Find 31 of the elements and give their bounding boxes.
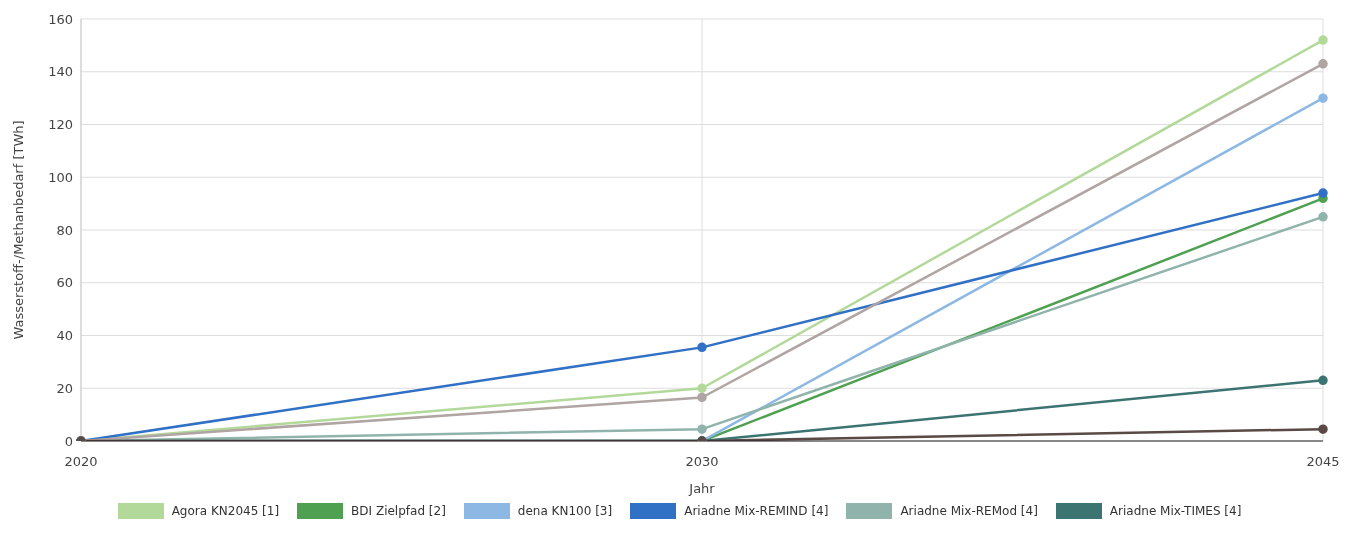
y-tick-label: 60 [56, 275, 73, 291]
y-tick-label: 100 [48, 169, 73, 185]
point [697, 424, 707, 434]
x-tick-label: 2045 [1306, 454, 1340, 470]
y-tick-label: 40 [56, 328, 73, 344]
legend-label: Agora KN2045 [1] [171, 504, 280, 518]
legend-label: dena KN100 [3] [517, 504, 613, 518]
point [1318, 375, 1328, 386]
legend-label: Ariadne Mix-TIMES [4] [1109, 504, 1242, 518]
point [697, 342, 707, 353]
point [697, 383, 707, 393]
y-axis-title: Wasserstoff-/Methanbedarf [TWh] [10, 120, 26, 340]
point [1318, 35, 1328, 45]
point [1318, 212, 1328, 222]
legend-label: Ariadne Mix-REMod [4] [900, 504, 1038, 518]
y-tick-label: 160 [48, 11, 73, 27]
legend-label: BDI Zielpfad [2] [351, 504, 446, 518]
point [697, 392, 707, 403]
legend-label: Ariadne Mix-REMIND [4] [684, 504, 829, 518]
y-tick-label: 80 [56, 222, 73, 238]
x-axis-title: Jahr [688, 481, 716, 496]
y-tick-label: 120 [48, 117, 73, 133]
point [1318, 59, 1328, 69]
point [1318, 93, 1328, 103]
y-tick-label: 140 [48, 64, 73, 80]
x-tick-label: 2030 [685, 454, 719, 470]
x-tick-label: 2020 [64, 454, 98, 470]
point [1318, 188, 1328, 198]
point [1318, 424, 1328, 434]
y-tick-label: 0 [64, 433, 73, 449]
y-tick-label: 20 [56, 380, 73, 396]
